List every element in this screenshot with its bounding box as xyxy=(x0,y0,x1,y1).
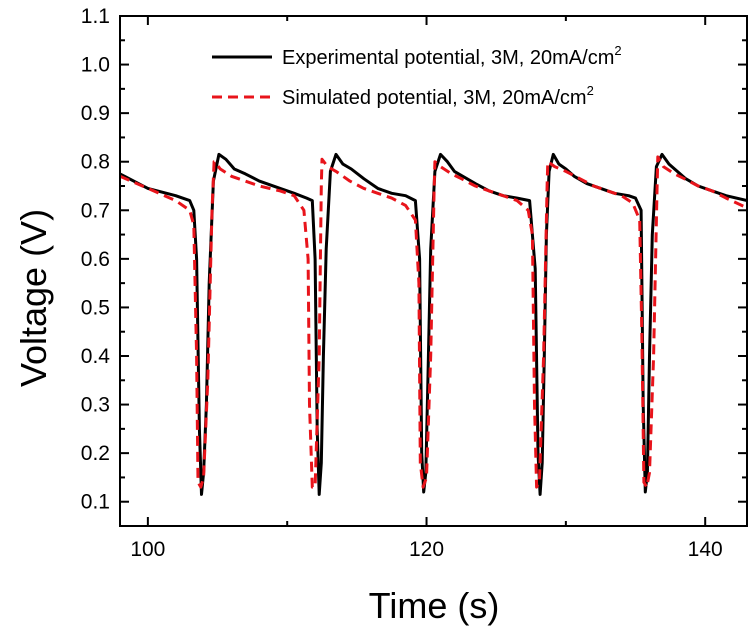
series-line-experimental xyxy=(120,152,747,496)
x-tick-label: 140 xyxy=(688,538,723,561)
y-tick-label: 1.0 xyxy=(81,54,110,77)
y-tick-label: 1.1 xyxy=(81,5,110,28)
axes-layer: 0.1 0.2 0.3 0.4 0.5 0.6 0.7 0.8 0.9 1.0 1.1 100 120 1… xyxy=(81,5,748,561)
y-tick-label: 0.5 xyxy=(81,296,110,319)
y-tick-label: 0.6 xyxy=(81,248,110,271)
y-tick-label: 0.1 xyxy=(81,491,110,514)
x-axis-title: Time (s) xyxy=(369,585,500,626)
x-tick-label: 120 xyxy=(409,538,444,561)
y-tick-label: 0.3 xyxy=(81,394,110,417)
plot-frame xyxy=(119,15,748,527)
series-line-simulated xyxy=(120,155,747,489)
y-tick-label: 0.9 xyxy=(81,102,110,125)
y-tick-label: 0.8 xyxy=(81,151,110,174)
y-tick-label: 0.7 xyxy=(81,199,110,222)
x-tick-label: 100 xyxy=(130,538,165,561)
legend-label-experimental: Experimental potential, 3M, 20mA/cm2 xyxy=(282,43,622,69)
y-tick-label: 0.2 xyxy=(81,442,110,465)
legend-label-simulated: Simulated potential, 3M, 20mA/cm2 xyxy=(282,83,594,109)
y-tick-label: 0.4 xyxy=(81,345,111,368)
y-axis-title: Voltage (V) xyxy=(13,209,54,387)
series-layer xyxy=(120,152,747,496)
legend: Experimental potential, 3M, 20mA/cm2 Sim… xyxy=(212,43,622,109)
